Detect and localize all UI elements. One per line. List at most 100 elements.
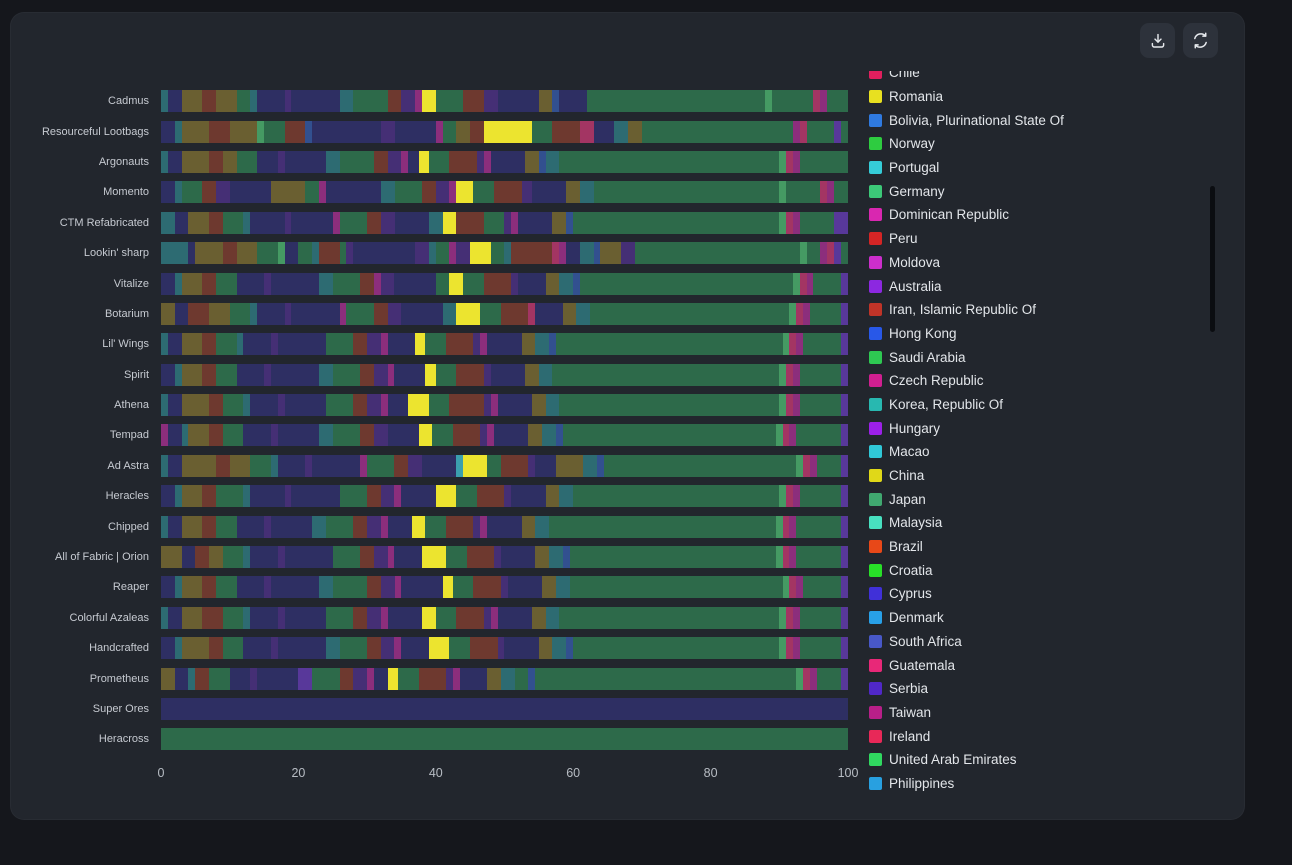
bar-segment[interactable] bbox=[435, 90, 464, 113]
bar-segment[interactable] bbox=[497, 90, 539, 113]
bar-segment[interactable] bbox=[816, 454, 841, 477]
legend-item[interactable]: Guatemala bbox=[869, 653, 1217, 677]
bar-segment[interactable] bbox=[380, 637, 395, 660]
bar-segment[interactable] bbox=[816, 667, 841, 690]
bar-segment[interactable] bbox=[421, 546, 446, 569]
bar-segment[interactable] bbox=[545, 272, 560, 295]
bar-segment[interactable] bbox=[524, 150, 539, 173]
bar-segment[interactable] bbox=[483, 394, 491, 417]
bar-segment[interactable] bbox=[346, 302, 374, 325]
bar-segment[interactable] bbox=[284, 90, 292, 113]
bar-segment[interactable] bbox=[792, 211, 800, 234]
bar-segment[interactable] bbox=[394, 485, 402, 508]
bar-segment[interactable] bbox=[789, 302, 797, 325]
bar-segment[interactable] bbox=[799, 120, 807, 143]
bar-segment[interactable] bbox=[312, 454, 361, 477]
legend-item[interactable]: Japan bbox=[869, 487, 1217, 511]
bar-segment[interactable] bbox=[318, 272, 333, 295]
bar-segment[interactable] bbox=[181, 454, 216, 477]
bar-segment[interactable] bbox=[449, 181, 457, 204]
bar-segment[interactable] bbox=[428, 394, 450, 417]
bar-segment[interactable] bbox=[360, 546, 374, 569]
bar-segment[interactable] bbox=[277, 333, 326, 356]
legend-item[interactable]: China bbox=[869, 464, 1217, 488]
bar-segment[interactable] bbox=[796, 515, 841, 538]
bar-segment[interactable] bbox=[353, 667, 368, 690]
bar-row[interactable] bbox=[161, 150, 848, 173]
bar-segment[interactable] bbox=[367, 576, 381, 599]
bar-segment[interactable] bbox=[387, 90, 402, 113]
bar-segment[interactable] bbox=[215, 90, 237, 113]
bar-segment[interactable] bbox=[511, 485, 546, 508]
bar-segment[interactable] bbox=[775, 515, 783, 538]
bar-segment[interactable] bbox=[209, 120, 230, 143]
bar-segment[interactable] bbox=[483, 90, 498, 113]
legend-item[interactable]: Hungary bbox=[869, 416, 1217, 440]
bar-segment[interactable] bbox=[487, 333, 522, 356]
bar-segment[interactable] bbox=[277, 424, 319, 447]
bar-segment[interactable] bbox=[442, 120, 457, 143]
bar-segment[interactable] bbox=[373, 302, 388, 325]
bar-segment[interactable] bbox=[318, 424, 333, 447]
bar-segment[interactable] bbox=[827, 181, 835, 204]
bar-segment[interactable] bbox=[786, 485, 793, 508]
bar-segment[interactable] bbox=[792, 272, 800, 295]
bar-segment[interactable] bbox=[264, 120, 285, 143]
bar-segment[interactable] bbox=[799, 242, 807, 265]
bar-segment[interactable] bbox=[449, 272, 464, 295]
bar-segment[interactable] bbox=[360, 272, 374, 295]
bar-segment[interactable] bbox=[789, 333, 797, 356]
bar-segment[interactable] bbox=[449, 242, 457, 265]
bar-segment[interactable] bbox=[573, 637, 780, 660]
bar-segment[interactable] bbox=[222, 546, 244, 569]
bar-segment[interactable] bbox=[555, 576, 570, 599]
bar-segment[interactable] bbox=[215, 454, 230, 477]
bar-segment[interactable] bbox=[270, 424, 278, 447]
bar-segment[interactable] bbox=[524, 363, 539, 386]
bar-segment[interactable] bbox=[257, 302, 285, 325]
bar-segment[interactable] bbox=[494, 181, 522, 204]
bar-segment[interactable] bbox=[380, 515, 388, 538]
bar-segment[interactable] bbox=[284, 150, 326, 173]
bar-segment[interactable] bbox=[799, 394, 841, 417]
bar-segment[interactable] bbox=[579, 120, 594, 143]
bar-segment[interactable] bbox=[435, 181, 450, 204]
bar-segment[interactable] bbox=[789, 576, 797, 599]
bar-segment[interactable] bbox=[174, 637, 182, 660]
bar-segment[interactable] bbox=[803, 454, 810, 477]
legend-item[interactable]: Denmark bbox=[869, 606, 1217, 630]
bar-segment[interactable] bbox=[222, 211, 244, 234]
bar-segment[interactable] bbox=[174, 363, 182, 386]
bar-segment[interactable] bbox=[500, 454, 529, 477]
bar-segment[interactable] bbox=[593, 242, 601, 265]
bar-segment[interactable] bbox=[380, 606, 388, 629]
bar-row[interactable] bbox=[161, 211, 848, 234]
bar-segment[interactable] bbox=[796, 333, 804, 356]
bar-segment[interactable] bbox=[264, 363, 271, 386]
bar-segment[interactable] bbox=[792, 637, 800, 660]
bar-segment[interactable] bbox=[291, 211, 333, 234]
bar-segment[interactable] bbox=[161, 728, 848, 751]
bar-segment[interactable] bbox=[394, 120, 436, 143]
bar-segment[interactable] bbox=[318, 181, 326, 204]
bar-segment[interactable] bbox=[435, 363, 457, 386]
bar-segment[interactable] bbox=[576, 302, 591, 325]
bar-segment[interactable] bbox=[161, 120, 175, 143]
bar-segment[interactable] bbox=[373, 546, 388, 569]
legend-item[interactable]: Chile bbox=[869, 71, 1217, 85]
bar-segment[interactable] bbox=[531, 120, 553, 143]
bar-segment[interactable] bbox=[195, 546, 210, 569]
download-button[interactable] bbox=[1140, 23, 1175, 58]
bar-segment[interactable] bbox=[367, 394, 381, 417]
bar-segment[interactable] bbox=[483, 606, 491, 629]
bar-segment[interactable] bbox=[559, 150, 780, 173]
bar-segment[interactable] bbox=[181, 181, 203, 204]
bar-segment[interactable] bbox=[181, 637, 210, 660]
bar-segment[interactable] bbox=[387, 606, 422, 629]
bar-segment[interactable] bbox=[339, 485, 368, 508]
bar-segment[interactable] bbox=[222, 424, 244, 447]
bar-segment[interactable] bbox=[827, 90, 848, 113]
bar-segment[interactable] bbox=[250, 302, 258, 325]
bar-segment[interactable] bbox=[514, 667, 529, 690]
bar-row[interactable] bbox=[161, 363, 848, 386]
